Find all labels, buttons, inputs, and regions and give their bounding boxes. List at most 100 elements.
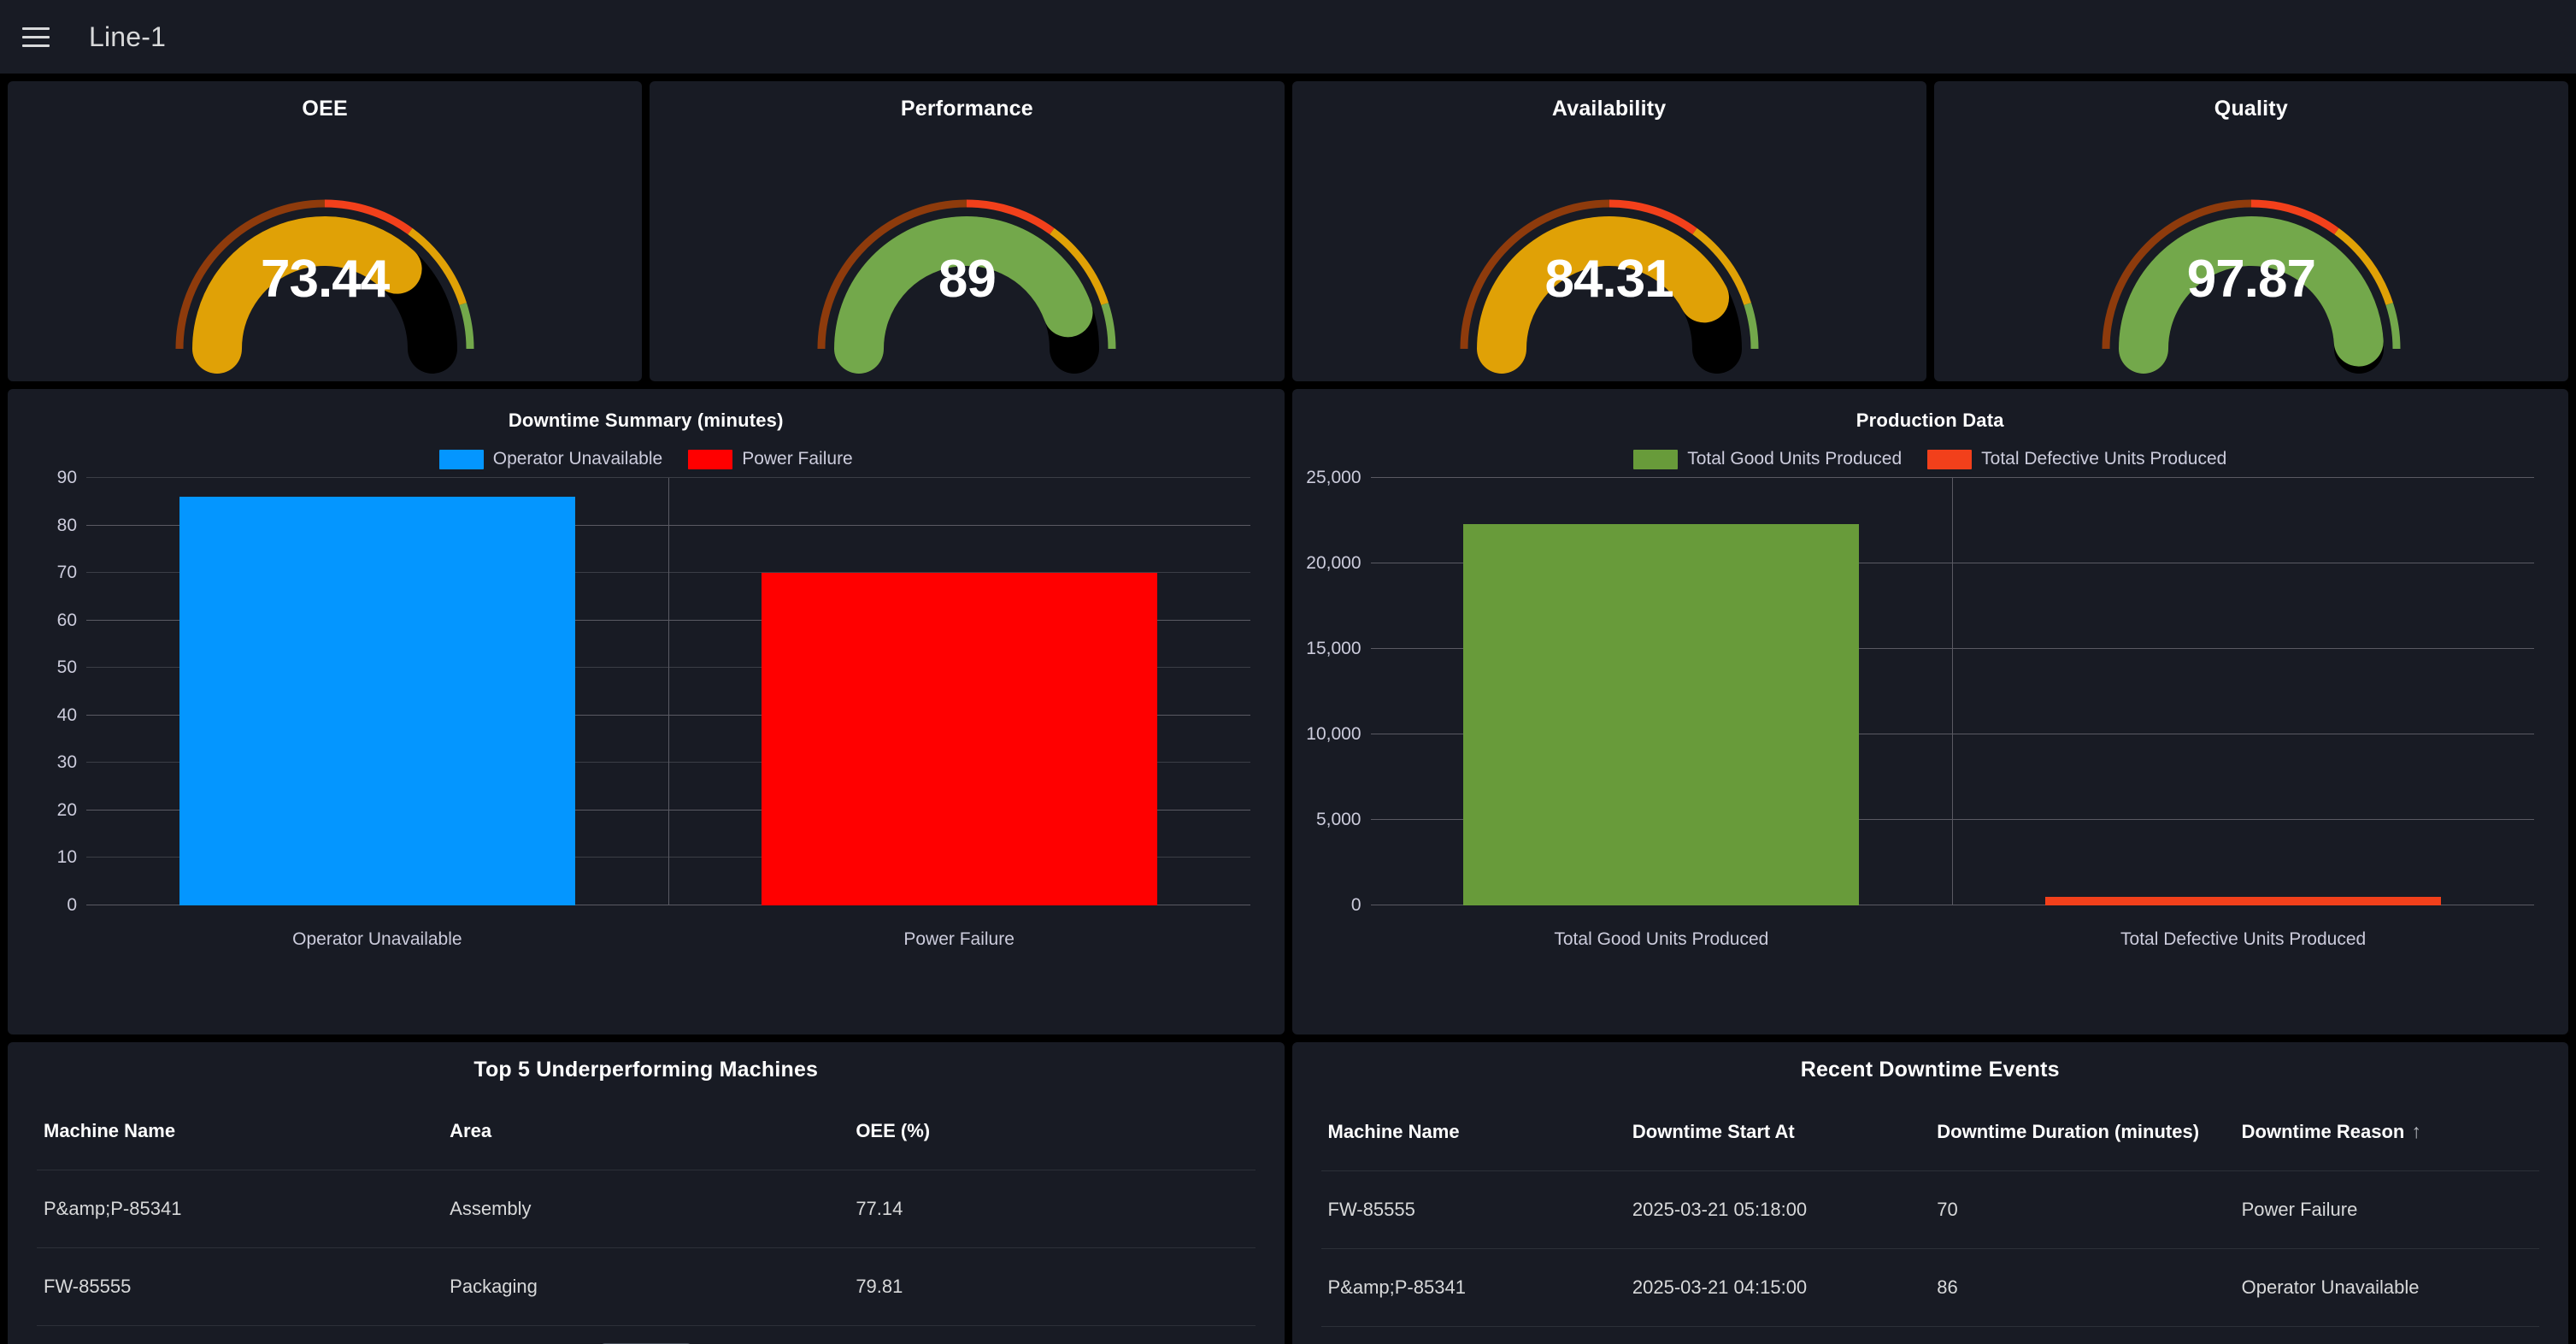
table-cell: 2025-03-21 04:15:00 — [1625, 1248, 1931, 1327]
gauge-performance — [650, 125, 1284, 381]
gauge-title: Performance — [900, 97, 1033, 121]
panel-gauge-quality[interactable]: Quality 97.87 0 100 — [1933, 81, 2568, 381]
legend-item[interactable]: Power Failure — [688, 449, 853, 469]
column-header-downtime-duration-minutes[interactable]: Downtime Duration (minutes) — [1930, 1108, 2235, 1171]
table-cell: 77.14 — [849, 1170, 1256, 1248]
panel-gauge-availability[interactable]: Availability 84.31 0 100 — [1291, 81, 1926, 381]
gridlines: 0 5,000 10,000 15,000 20,000 25,000 — [1306, 468, 2534, 915]
chart-title: Production Data — [1856, 410, 2004, 431]
axis-divider — [668, 478, 669, 905]
table-row[interactable]: P&amp;P-85341 Assembly 77.14 — [37, 1170, 1256, 1248]
panel-gauge-performance[interactable]: Performance 89 0 100 — [650, 81, 1285, 381]
table-cell: P&amp;P-85341 — [1320, 1248, 1626, 1327]
legend-item[interactable]: Operator Unavailable — [438, 449, 662, 469]
x-axis-labels: Total Good Units Produced Total Defective… — [1371, 929, 2535, 950]
y-axis-tick: 10 — [56, 847, 77, 868]
legend-swatch-icon — [438, 449, 484, 469]
hamburger-icon[interactable] — [19, 20, 53, 54]
bar-slot — [668, 478, 1250, 905]
column-header-machine-name[interactable]: Machine Name — [37, 1108, 444, 1170]
table-cell: 79.81 — [849, 1247, 1256, 1326]
page-title: Line-1 — [89, 21, 167, 52]
bar[interactable] — [2045, 897, 2442, 905]
bar[interactable] — [761, 573, 1157, 905]
gauge-title: Quality — [2214, 97, 2288, 121]
axis-divider — [1952, 478, 1954, 905]
table-cell: FW-85555 — [37, 1247, 444, 1326]
gauge-row: OEE 73.44 0 100 Performance 89 0 100 Ava… — [8, 81, 2568, 381]
y-axis-tick: 0 — [67, 895, 77, 915]
table-downtime-events: Machine Name Downtime Start At Downtime Du… — [1320, 1108, 2539, 1327]
legend-swatch-icon — [688, 449, 733, 469]
y-axis-tick: 50 — [56, 657, 77, 678]
chart-legend: Operator Unavailable Power Failure — [8, 449, 1285, 469]
gauge-max-label: 100 — [2304, 379, 2337, 381]
gauge-title: Availability — [1551, 97, 1667, 121]
table-title: Recent Downtime Events — [1800, 1058, 2060, 1082]
x-axis-label: Power Failure — [903, 929, 1015, 949]
gridline — [86, 477, 1250, 478]
x-axis-label: Operator Unavailable — [292, 929, 462, 949]
sort-ascending-icon: ↑ — [2411, 1120, 2421, 1142]
y-axis-tick: 20,000 — [1306, 553, 1362, 573]
gauge-min-label: 0 — [2136, 379, 2147, 381]
gauge-availability — [1292, 125, 1926, 381]
gauge-min-label: 0 — [209, 379, 221, 381]
table-cell: FW-85555 — [1320, 1170, 1626, 1249]
legend-item[interactable]: Total Good Units Produced — [1633, 449, 1902, 469]
column-header-oee[interactable]: OEE (%) — [849, 1108, 1256, 1170]
y-axis-tick: 10,000 — [1306, 724, 1362, 744]
bar-slot — [86, 478, 668, 905]
legend-label: Total Good Units Produced — [1687, 449, 1903, 469]
gauge-max-label: 100 — [1662, 379, 1695, 381]
panel-recent-downtime-events[interactable]: Recent Downtime Events Machine Name Downt… — [1291, 1042, 2568, 1344]
table-cell: Packaging — [443, 1247, 850, 1326]
chart-title: Downtime Summary (minutes) — [508, 410, 784, 431]
y-axis-tick: 30 — [56, 752, 77, 773]
legend-label: Total Defective Units Produced — [1981, 449, 2227, 469]
bar[interactable] — [1463, 524, 1860, 905]
table-underperforming-machines: Machine Name Area OEE (%) P&amp;P-85341 Ass… — [37, 1108, 1256, 1326]
table-title: Top 5 Underperforming Machines — [473, 1058, 819, 1082]
table-row[interactable]: P&amp;P-85341 2025-03-21 04:15:00 86 Operat… — [1320, 1248, 2539, 1327]
gauge-svg — [817, 199, 1116, 374]
x-axis-labels: Operator Unavailable Power Failure — [86, 929, 1250, 950]
y-axis-tick: 20 — [56, 799, 77, 820]
gauge-max-label: 100 — [378, 379, 410, 381]
y-axis-tick: 0 — [1350, 895, 1362, 915]
gauge-title: OEE — [302, 97, 348, 121]
panel-top-underperforming-machines[interactable]: Top 5 Underperforming Machines Machine N… — [8, 1042, 1285, 1344]
y-axis-tick: 80 — [56, 515, 77, 535]
table-cell: 70 — [1930, 1170, 2235, 1249]
y-axis-tick: 90 — [56, 468, 77, 487]
bar[interactable] — [179, 497, 575, 905]
x-axis-label: Total Defective Units Produced — [2120, 929, 2367, 949]
bar-chart-production: 0 5,000 10,000 15,000 20,000 25,000 Total Goo… — [1306, 468, 2540, 957]
column-header-area[interactable]: Area — [443, 1108, 850, 1170]
gauge-min-label: 0 — [1494, 379, 1505, 381]
column-header-downtime-start-at[interactable]: Downtime Start At — [1625, 1108, 1931, 1171]
table-row: Top 5 Underperforming Machines Machine N… — [8, 1042, 2568, 1344]
table-header-row: Machine Name Downtime Start At Downtime Du… — [1320, 1108, 2539, 1171]
y-axis-tick: 15,000 — [1306, 639, 1362, 658]
gauge-oee — [8, 125, 642, 381]
legend-item[interactable]: Total Defective Units Produced — [1927, 449, 2226, 469]
table-header-row: Machine Name Area OEE (%) — [37, 1108, 1256, 1170]
legend-swatch-icon — [1633, 449, 1679, 469]
panel-production-data[interactable]: Production Data Total Good Units Produce… — [1291, 389, 2568, 1035]
column-header-downtime-reason[interactable]: Downtime Reason ↑ — [2234, 1108, 2539, 1171]
panel-gauge-oee[interactable]: OEE 73.44 0 100 — [8, 81, 643, 381]
bar-slot — [1952, 478, 2534, 905]
y-axis-tick: 5,000 — [1315, 810, 1362, 829]
bar-chart-downtime: 0 10 20 30 40 50 60 70 80 90 Operator Unavailable… — [37, 468, 1256, 957]
table-row[interactable]: FW-85555 2025-03-21 05:18:00 70 Power Failu… — [1320, 1170, 2539, 1249]
x-axis-label: Total Good Units Produced — [1554, 929, 1769, 949]
bars — [1371, 478, 2535, 905]
gauge-svg — [175, 199, 474, 374]
table-cell: Assembly — [443, 1170, 850, 1248]
column-header-machine-name[interactable]: Machine Name — [1320, 1108, 1626, 1171]
y-axis-tick: 60 — [56, 610, 77, 630]
panel-downtime-summary[interactable]: Downtime Summary (minutes) Operator Unav… — [8, 389, 1285, 1035]
table-row[interactable]: FW-85555 Packaging 79.81 — [37, 1247, 1256, 1326]
